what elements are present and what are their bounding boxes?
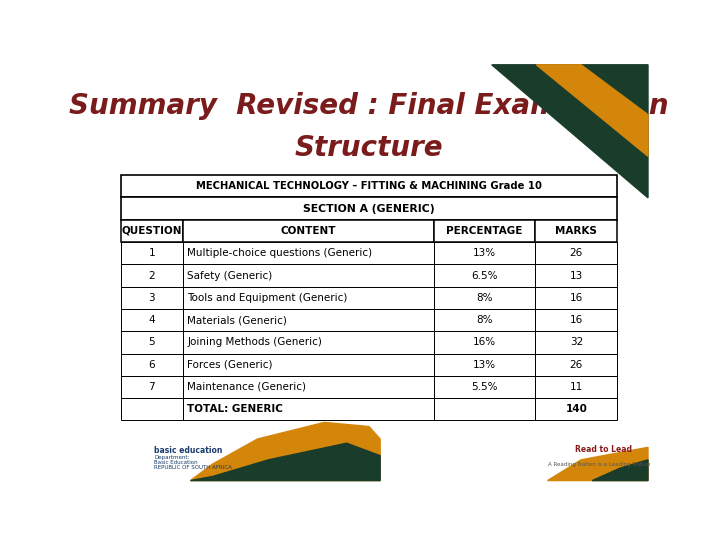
Text: Forces (Generic): Forces (Generic) <box>187 360 273 370</box>
Bar <box>121 376 183 398</box>
Text: 5.5%: 5.5% <box>471 382 498 392</box>
Bar <box>121 198 617 220</box>
Polygon shape <box>536 65 648 156</box>
Bar <box>121 175 617 198</box>
Bar <box>183 242 433 265</box>
Text: 7: 7 <box>148 382 155 392</box>
Text: Basic Education: Basic Education <box>154 460 198 465</box>
Polygon shape <box>593 460 648 481</box>
Bar <box>121 287 183 309</box>
Text: Summary  Revised : Final Examination: Summary Revised : Final Examination <box>69 92 669 120</box>
Text: A Reading Nation is a Leading Nation: A Reading Nation is a Leading Nation <box>547 462 650 467</box>
Text: Materials (Generic): Materials (Generic) <box>187 315 287 325</box>
Bar <box>433 331 536 354</box>
Bar <box>121 265 183 287</box>
Text: SECTION A (GENERIC): SECTION A (GENERIC) <box>303 204 435 214</box>
Text: 140: 140 <box>565 404 588 414</box>
Text: Read to Lead: Read to Lead <box>575 445 632 454</box>
Text: 6: 6 <box>148 360 155 370</box>
Text: 26: 26 <box>570 248 583 258</box>
Bar <box>121 331 183 354</box>
Bar <box>536 265 617 287</box>
Text: TOTAL: GENERIC: TOTAL: GENERIC <box>187 404 283 414</box>
Text: 16: 16 <box>570 315 583 325</box>
Text: 16: 16 <box>570 293 583 303</box>
Text: 32: 32 <box>570 338 583 347</box>
Text: 8%: 8% <box>476 293 492 303</box>
Text: Structure: Structure <box>294 134 444 162</box>
Bar <box>536 287 617 309</box>
Text: Joining Methods (Generic): Joining Methods (Generic) <box>187 338 322 347</box>
Bar <box>183 265 433 287</box>
Text: 1: 1 <box>148 248 155 258</box>
Bar <box>183 287 433 309</box>
Text: PERCENTAGE: PERCENTAGE <box>446 226 523 236</box>
Text: 11: 11 <box>570 382 583 392</box>
Text: 16%: 16% <box>473 338 496 347</box>
Text: 8%: 8% <box>476 315 492 325</box>
Polygon shape <box>492 65 648 198</box>
Bar <box>183 354 433 376</box>
Bar <box>433 242 536 265</box>
Bar <box>536 398 617 420</box>
Text: 6.5%: 6.5% <box>471 271 498 281</box>
Polygon shape <box>190 443 380 481</box>
Bar <box>433 220 536 242</box>
Bar <box>536 376 617 398</box>
Bar <box>121 398 183 420</box>
Text: Tools and Equipment (Generic): Tools and Equipment (Generic) <box>187 293 348 303</box>
Bar <box>433 309 536 331</box>
Bar <box>536 309 617 331</box>
Text: basic education: basic education <box>154 446 222 455</box>
Text: 4: 4 <box>148 315 155 325</box>
Text: 26: 26 <box>570 360 583 370</box>
Text: REPUBLIC OF SOUTH AFRICA: REPUBLIC OF SOUTH AFRICA <box>154 465 232 470</box>
Text: CONTENT: CONTENT <box>280 226 336 236</box>
Bar <box>121 220 183 242</box>
Bar <box>183 331 433 354</box>
Text: 3: 3 <box>148 293 155 303</box>
Bar <box>121 242 183 265</box>
Bar <box>183 398 433 420</box>
Bar <box>433 398 536 420</box>
Bar <box>433 287 536 309</box>
Text: Department:: Department: <box>154 455 189 460</box>
Bar <box>433 354 536 376</box>
Text: 2: 2 <box>148 271 155 281</box>
Polygon shape <box>190 422 380 481</box>
Text: 13: 13 <box>570 271 583 281</box>
Bar <box>536 331 617 354</box>
Text: QUESTION: QUESTION <box>122 226 182 236</box>
Bar <box>183 309 433 331</box>
Bar <box>121 354 183 376</box>
Text: 5: 5 <box>148 338 155 347</box>
Bar <box>183 376 433 398</box>
Text: Maintenance (Generic): Maintenance (Generic) <box>187 382 306 392</box>
Text: Multiple-choice questions (Generic): Multiple-choice questions (Generic) <box>187 248 372 258</box>
Bar <box>536 354 617 376</box>
Text: Safety (Generic): Safety (Generic) <box>187 271 272 281</box>
Text: 13%: 13% <box>473 248 496 258</box>
Bar <box>183 220 433 242</box>
Text: MARKS: MARKS <box>555 226 598 236</box>
Bar <box>536 220 617 242</box>
Polygon shape <box>547 447 648 481</box>
Text: 13%: 13% <box>473 360 496 370</box>
Bar <box>433 265 536 287</box>
Bar <box>433 376 536 398</box>
Text: MECHANICAL TECHNOLOGY – FITTING & MACHINING Grade 10: MECHANICAL TECHNOLOGY – FITTING & MACHIN… <box>196 181 542 191</box>
Bar <box>536 242 617 265</box>
Bar <box>121 309 183 331</box>
